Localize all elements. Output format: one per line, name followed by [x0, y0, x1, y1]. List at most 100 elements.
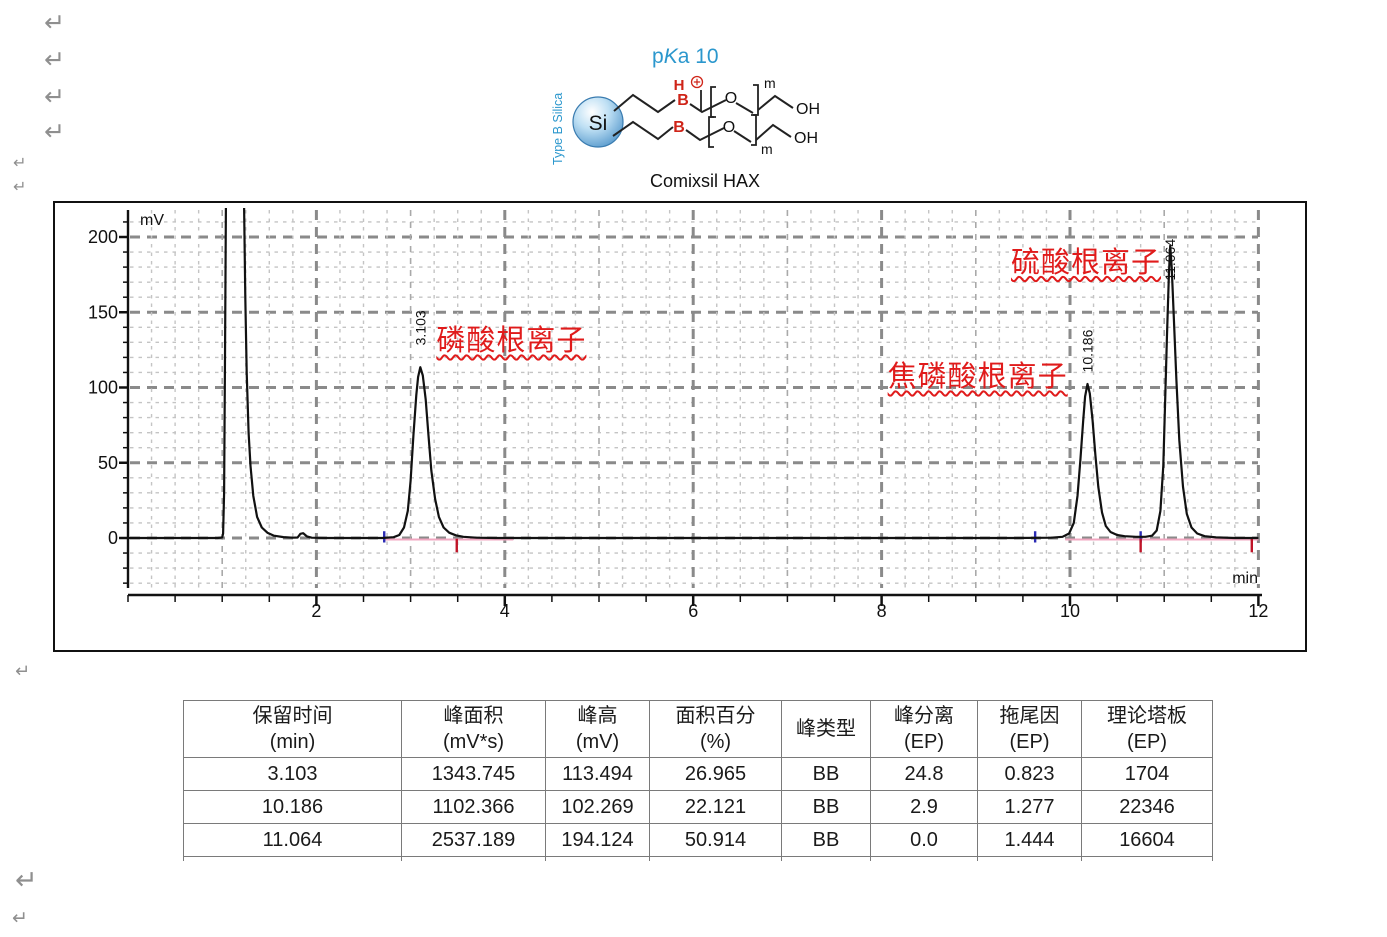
- bond: [757, 94, 794, 111]
- table-cell: 0.823: [977, 757, 1082, 791]
- table-cell: 113.494: [545, 757, 650, 791]
- chromatogram-trace: [128, 208, 1259, 540]
- y-tick-label: 150: [88, 302, 118, 322]
- table-cell: 2.9: [870, 790, 978, 824]
- table-row: 11.064 2537.189 194.124 50.914 BB 0.0 1.444 166…: [183, 823, 1213, 857]
- table-cell: 2537.189: [401, 823, 546, 857]
- x-tick-label: 10: [1060, 601, 1080, 621]
- column-header: 拖尾因 (EP): [977, 700, 1082, 758]
- peak-rt-label: 11.064: [1162, 239, 1178, 281]
- column-header: 峰高 (mV): [545, 700, 650, 758]
- return-mark-icon: ↵: [44, 45, 65, 74]
- column-header: 峰面积 (mV*s): [401, 700, 546, 758]
- peak-table-wrapper: 保留时间 (min) 峰面积 (mV*s) 峰高 (mV) 面积百分 (%) 峰类型 峰分离 (EP…: [183, 700, 1215, 861]
- return-mark-icon: ↵: [44, 82, 65, 111]
- bond: [613, 93, 676, 114]
- return-mark-icon: ↵: [44, 117, 65, 146]
- boron-atom-label: B: [673, 119, 685, 136]
- x-axis-unit: min: [1232, 570, 1258, 587]
- table-cell: BB: [781, 757, 871, 791]
- chemical-structure-figure: pKa 10 Type B Silica Si B H B O O m m OH…: [551, 45, 820, 191]
- column-header: 理论塔板 (EP): [1081, 700, 1213, 758]
- table-cell: BB: [781, 823, 871, 857]
- y-tick-label: 50: [98, 453, 118, 473]
- y-tick-label: 0: [108, 528, 118, 548]
- boron-atom-label: B: [677, 92, 689, 109]
- peak-rt-label: 3.103: [412, 310, 428, 345]
- si-atom-label: Si: [589, 112, 608, 135]
- integration-marks: [383, 531, 1259, 553]
- x-tick-label: 2: [311, 601, 321, 621]
- table-cell: 1102.366: [401, 790, 546, 824]
- bracket-close: [753, 84, 759, 116]
- oxygen-atom-label: O: [725, 90, 737, 107]
- plus-charge-icon: [690, 75, 704, 89]
- table-cell: 1343.745: [401, 757, 546, 791]
- hydroxyl-label: OH: [794, 130, 818, 147]
- hydroxyl-label: OH: [796, 101, 820, 118]
- bracket-open: [708, 116, 714, 148]
- grid: [130, 210, 1260, 588]
- return-mark-icon: ↵: [15, 661, 31, 682]
- hydrogen-atom-label: H: [674, 77, 685, 94]
- table-cell: 1.444: [977, 823, 1082, 857]
- column-header: 峰类型: [781, 700, 871, 758]
- axes: 0 50 100 150 200 2 4 6 8 10 12 mV min: [88, 210, 1268, 621]
- table-cell: 1704: [1081, 757, 1213, 791]
- x-tick-label: 8: [877, 601, 887, 621]
- table-cell: 102.269: [545, 790, 650, 824]
- table-cell: 194.124: [545, 823, 650, 857]
- column-header: 面积百分 (%): [649, 700, 782, 758]
- return-mark-icon: ↵: [15, 865, 38, 896]
- repeat-unit-label: m: [761, 141, 773, 157]
- return-mark-icon: ↵: [44, 8, 65, 37]
- structure-caption: Comixsil HAX: [650, 171, 760, 191]
- table-cell: 24.8: [870, 757, 978, 791]
- table-cell: 3.103: [183, 757, 402, 791]
- bond: [735, 102, 754, 114]
- table-cell: 1.277: [977, 790, 1082, 824]
- bond: [733, 130, 752, 143]
- x-tick-label: 6: [688, 601, 698, 621]
- table-cell: 50.914: [649, 823, 782, 857]
- y-tick-label: 100: [88, 378, 118, 398]
- table-row: 10.186 1102.366 102.269 22.121 BB 2.9 1.277 223…: [183, 790, 1213, 824]
- column-header: 峰分离 (EP): [870, 700, 978, 758]
- table-header-row: 保留时间 (min) 峰面积 (mV*s) 峰高 (mV) 面积百分 (%) 峰类型 峰分离 (EP…: [183, 700, 1213, 758]
- bracket-open: [710, 86, 716, 118]
- table-cell: 26.965: [649, 757, 782, 791]
- silica-type-label: Type B Silica: [551, 93, 565, 165]
- table-row: 3.103 1343.745 113.494 26.965 BB 24.8 0.823 170…: [183, 757, 1213, 791]
- table-row-partial: [183, 856, 1213, 861]
- return-mark-icon: ↵: [13, 177, 27, 196]
- bracket-close: [751, 114, 757, 146]
- pka-label: pKa 10: [652, 45, 719, 68]
- silica-sphere-icon: [572, 96, 624, 148]
- peak-table: 保留时间 (min) 峰面积 (mV*s) 峰高 (mV) 面积百分 (%) 峰类型 峰分离 (EP…: [183, 700, 1213, 861]
- x-tick-label: 12: [1248, 601, 1268, 621]
- y-axis-unit: mV: [140, 212, 164, 229]
- table-cell: 0.0: [870, 823, 978, 857]
- repeat-unit-label: m: [764, 75, 776, 91]
- column-header: 保留时间 (min): [183, 700, 402, 758]
- chromatogram-frame: 0 50 100 150 200 2 4 6 8 10 12 mV min 3.103 10.186 11.0…: [53, 201, 1307, 652]
- table-cell: 22346: [1081, 790, 1213, 824]
- table-cell: BB: [781, 790, 871, 824]
- table-cell: 11.064: [183, 823, 402, 857]
- oxygen-atom-label: O: [723, 119, 735, 136]
- plus-charge-icon: [693, 78, 701, 86]
- bond: [685, 127, 725, 142]
- bond: [755, 123, 792, 141]
- bond: [689, 99, 727, 114]
- bond: [612, 120, 674, 141]
- x-tick-label: 4: [500, 601, 510, 621]
- table-cell: 16604: [1081, 823, 1213, 857]
- chromatogram-svg: 0 50 100 150 200 2 4 6 8 10 12 mV min 3.103 10.186 11.0…: [88, 208, 1268, 621]
- table-cell: 22.121: [649, 790, 782, 824]
- y-tick-label: 200: [88, 227, 118, 247]
- return-mark-icon: ↵: [13, 153, 27, 172]
- peak-rt-label: 10.186: [1080, 329, 1096, 372]
- table-cell: 10.186: [183, 790, 402, 824]
- return-mark-icon: ↵: [12, 907, 28, 929]
